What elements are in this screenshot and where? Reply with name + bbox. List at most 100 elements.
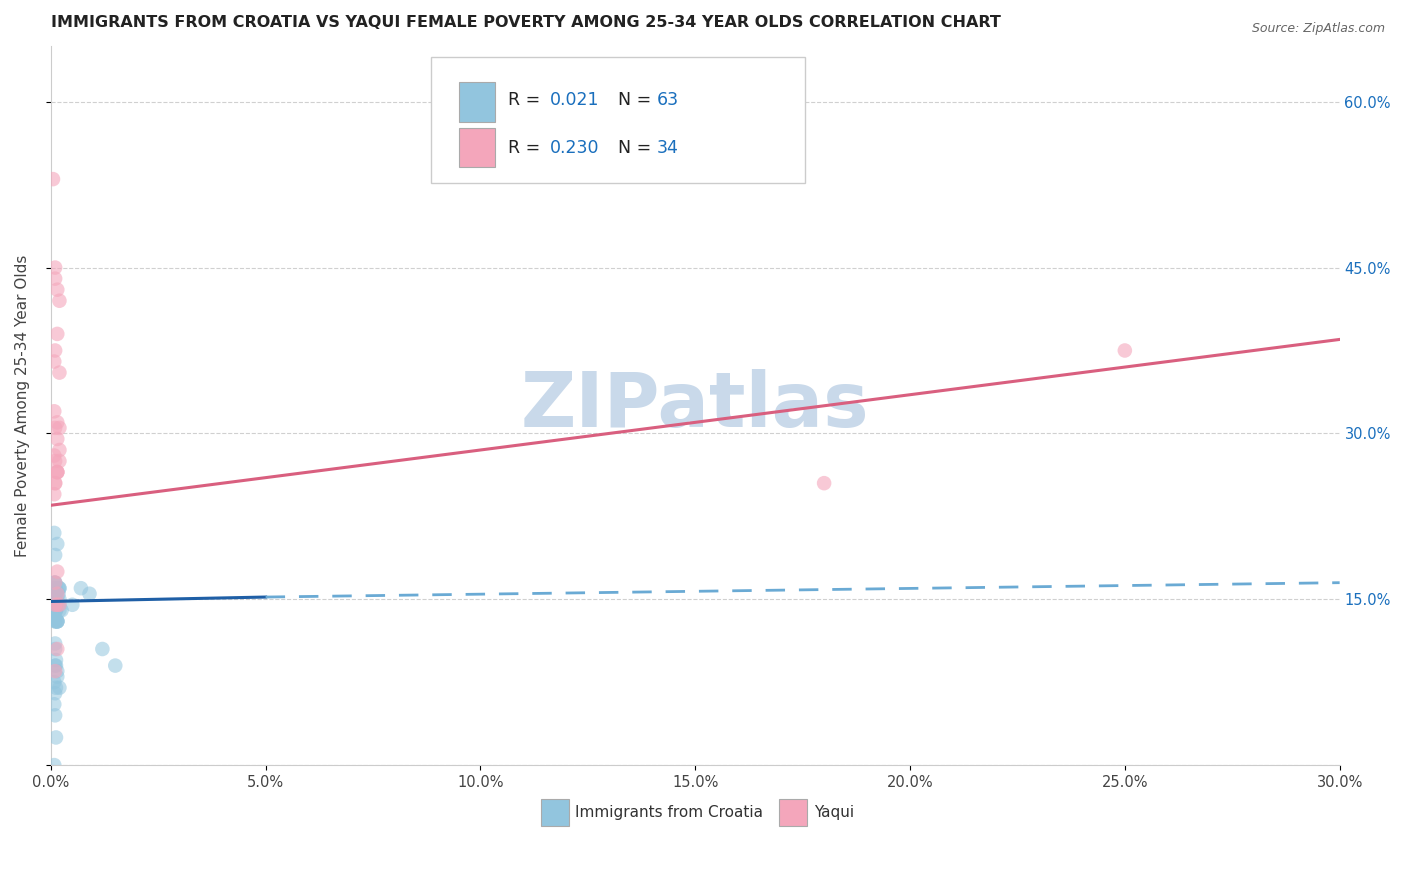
Point: [44, 476, 66, 491]
Point: [44, 587, 66, 601]
Point: [79, 587, 101, 601]
Point: [44, 260, 66, 275]
Point: [44, 548, 66, 562]
Point: [46, 664, 69, 678]
FancyBboxPatch shape: [540, 799, 569, 826]
Point: [44, 603, 66, 617]
Point: [45, 681, 67, 695]
Point: [44, 686, 66, 700]
Text: N =: N =: [617, 91, 657, 110]
Point: [44, 708, 66, 723]
Point: [45, 731, 67, 745]
Point: [48, 442, 70, 457]
Point: [42, 172, 65, 186]
Point: [46, 415, 69, 429]
Text: 63: 63: [657, 91, 679, 110]
Point: [44, 675, 66, 690]
Point: [45, 581, 67, 595]
Point: [46, 326, 69, 341]
Point: [44, 636, 66, 650]
FancyBboxPatch shape: [432, 57, 804, 183]
Point: [44, 698, 66, 712]
Point: [44, 343, 66, 358]
Point: [44, 664, 66, 678]
Point: [44, 575, 66, 590]
Point: [44, 487, 66, 501]
Point: [48, 366, 70, 380]
Point: [44, 271, 66, 285]
FancyBboxPatch shape: [779, 799, 807, 826]
Point: [48, 587, 70, 601]
Point: [46, 598, 69, 612]
Point: [45, 603, 67, 617]
Point: [48, 421, 70, 435]
Point: [44, 598, 66, 612]
Point: [44, 642, 66, 657]
Point: [44, 476, 66, 491]
Point: [44, 615, 66, 629]
Point: [45, 653, 67, 667]
Point: [45, 587, 67, 601]
Point: [46, 615, 69, 629]
Point: [44, 587, 66, 601]
Text: Yaqui: Yaqui: [814, 805, 853, 820]
Point: [44, 587, 66, 601]
Point: [44, 354, 66, 368]
Point: [45, 658, 67, 673]
Point: [44, 598, 66, 612]
Point: [44, 758, 66, 772]
Point: [48, 581, 70, 595]
Point: [44, 575, 66, 590]
Y-axis label: Female Poverty Among 25-34 Year Olds: Female Poverty Among 25-34 Year Olds: [15, 254, 30, 557]
Point: [46, 592, 69, 607]
Point: [44, 587, 66, 601]
Point: [44, 525, 66, 540]
Point: [44, 598, 66, 612]
Text: Source: ZipAtlas.com: Source: ZipAtlas.com: [1251, 22, 1385, 36]
Point: [44, 598, 66, 612]
Point: [46, 587, 69, 601]
Point: [44, 658, 66, 673]
Point: [44, 603, 66, 617]
Point: [48, 598, 70, 612]
Text: R =: R =: [509, 91, 546, 110]
Point: [1114, 343, 1136, 358]
Point: [51, 603, 73, 617]
Point: [104, 658, 127, 673]
Point: [44, 615, 66, 629]
Text: 0.021: 0.021: [550, 91, 599, 110]
Point: [44, 421, 66, 435]
Text: R =: R =: [509, 139, 546, 158]
Point: [46, 670, 69, 684]
Point: [60, 598, 83, 612]
Point: [44, 603, 66, 617]
Point: [46, 465, 69, 479]
Text: N =: N =: [617, 139, 657, 158]
Point: [46, 615, 69, 629]
FancyBboxPatch shape: [460, 82, 495, 122]
Point: [70, 581, 93, 595]
Point: [46, 432, 69, 446]
Point: [46, 615, 69, 629]
Point: [48, 681, 70, 695]
Point: [91, 642, 114, 657]
Point: [44, 575, 66, 590]
Point: [48, 454, 70, 468]
Point: [48, 581, 70, 595]
Point: [46, 465, 69, 479]
Text: 0.230: 0.230: [550, 139, 599, 158]
Point: [46, 615, 69, 629]
Point: [44, 575, 66, 590]
Point: [42, 592, 65, 607]
Point: [813, 476, 835, 491]
Point: [48, 581, 70, 595]
Point: [44, 404, 66, 418]
Point: [44, 587, 66, 601]
Point: [44, 581, 66, 595]
Point: [45, 603, 67, 617]
Point: [48, 603, 70, 617]
Point: [48, 293, 70, 308]
FancyBboxPatch shape: [460, 128, 495, 167]
Point: [44, 454, 66, 468]
Point: [44, 449, 66, 463]
